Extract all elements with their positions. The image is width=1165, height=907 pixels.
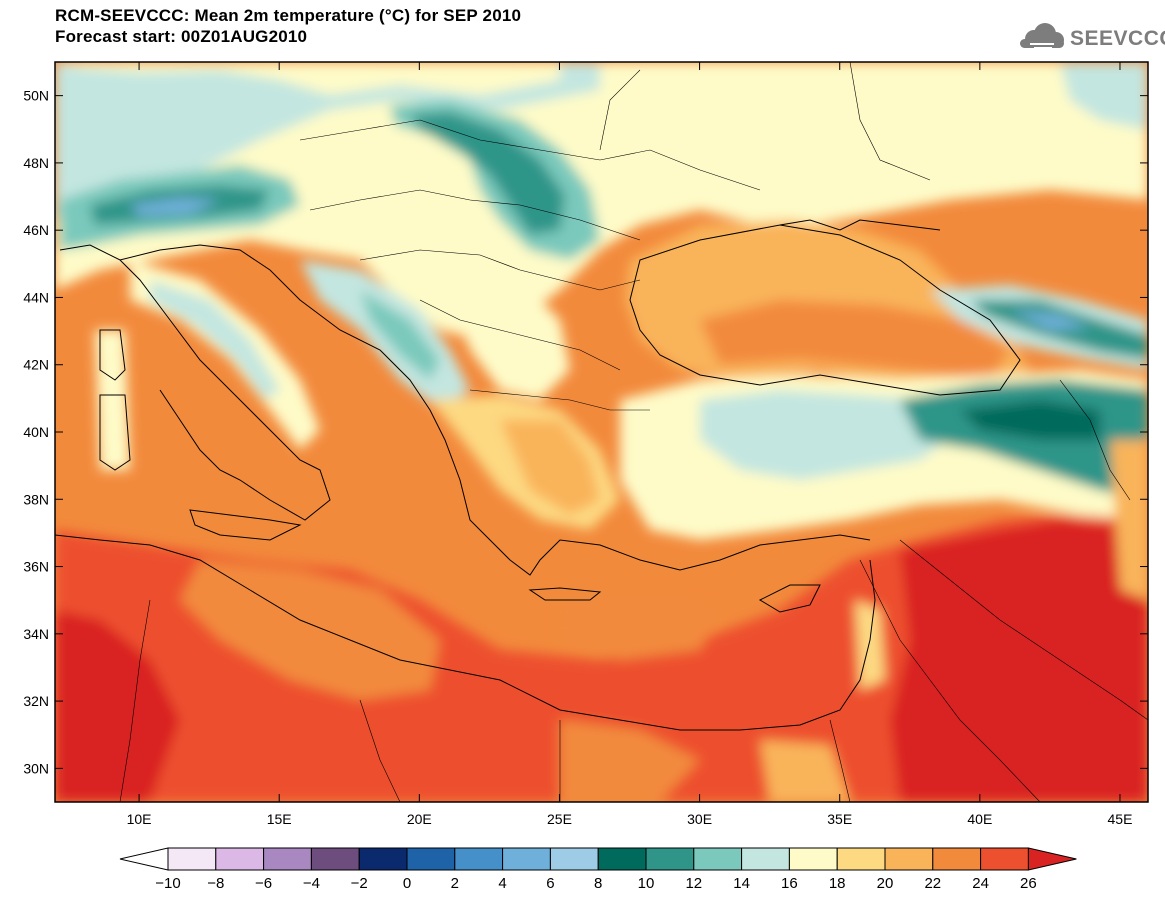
colorbar-label: 6 xyxy=(546,875,554,892)
lon-tick-label: 45E xyxy=(1108,811,1133,827)
colorbar-swatch xyxy=(836,847,886,871)
lon-tick-label: 10E xyxy=(127,811,152,827)
colorbar-label: −2 xyxy=(351,875,368,892)
lat-tick-label: 44N xyxy=(23,289,49,305)
colorbar-label: 4 xyxy=(498,875,506,892)
colorbar: −10 −8 −6 −4 −2 0 2 4 6 8 10 12 14 16 18 20 22 24 26 xyxy=(119,847,1077,892)
colorbar-swatch xyxy=(310,847,360,871)
colorbar-label: 8 xyxy=(594,875,602,892)
lat-tick-label: 30N xyxy=(23,760,49,776)
lon-tick-label: 15E xyxy=(267,811,292,827)
colorbar-label: 2 xyxy=(451,875,459,892)
axis-labels: 10E 15E 20E 25E 30E 35E 40E 45E 30N 32N 34N 36N 38N 4… xyxy=(23,88,1132,827)
lat-tick-label: 46N xyxy=(23,222,49,238)
colorbar-label: 0 xyxy=(403,875,411,892)
lat-tick-label: 50N xyxy=(23,88,49,104)
colorbar-label: 26 xyxy=(1020,875,1037,892)
lon-tick-label: 30E xyxy=(687,811,712,827)
lat-tick-label: 36N xyxy=(23,559,49,575)
colorbar-swatch xyxy=(932,847,982,871)
seevccc-logo: SEEVCCC xyxy=(1016,22,1165,56)
lat-tick-label: 42N xyxy=(23,357,49,373)
colorbar-label: 24 xyxy=(972,875,989,892)
colorbar-label: −10 xyxy=(155,875,180,892)
colorbar-swatch xyxy=(741,847,790,871)
colorbar-label: −4 xyxy=(303,875,320,892)
colorbar-label: 18 xyxy=(829,875,846,892)
axis-ticks xyxy=(55,62,1148,802)
colorbar-swatch xyxy=(788,847,838,871)
colorbar-label: 16 xyxy=(781,875,798,892)
colorbar-swatch xyxy=(215,847,265,871)
cloud-icon xyxy=(1020,23,1064,49)
colorbar-under-arrow xyxy=(119,847,169,871)
lat-tick-label: 32N xyxy=(23,693,49,709)
forecast-start-label: Forecast start: 00Z01AUG2010 xyxy=(55,27,308,46)
lat-tick-label: 34N xyxy=(23,626,49,642)
colorbar-label: −6 xyxy=(255,875,272,892)
colorbar-label: 22 xyxy=(924,875,941,892)
colorbar-swatch xyxy=(358,847,408,871)
lon-tick-label: 20E xyxy=(407,811,432,827)
colorbar-swatch xyxy=(693,847,743,871)
coastlines xyxy=(55,219,1021,731)
colorbar-swatch xyxy=(980,847,1029,871)
country-borders xyxy=(119,62,1148,802)
temperature-field xyxy=(55,62,1148,802)
lat-tick-label: 38N xyxy=(23,491,49,507)
lon-tick-label: 35E xyxy=(827,811,852,827)
colorbar-swatch xyxy=(502,847,551,871)
colorbar-swatch xyxy=(406,847,456,871)
colorbar-label: −8 xyxy=(207,875,224,892)
colorbar-swatch xyxy=(454,847,504,871)
colorbar-swatch xyxy=(884,847,934,871)
map-title: RCM-SEEVCCC: Mean 2m temperature (°C) fo… xyxy=(55,6,522,25)
colorbar-swatch xyxy=(597,847,647,871)
colorbar-swatch xyxy=(645,847,695,871)
colorbar-swatch xyxy=(549,847,599,871)
colorbar-label: 14 xyxy=(733,875,750,892)
colorbar-label: 20 xyxy=(877,875,894,892)
colorbar-swatch xyxy=(263,847,312,871)
lon-tick-label: 40E xyxy=(967,811,992,827)
colorbar-label: 12 xyxy=(685,875,702,892)
colorbar-swatch xyxy=(167,847,217,871)
lat-tick-label: 48N xyxy=(23,155,49,171)
lat-tick-label: 40N xyxy=(23,424,49,440)
colorbar-label: 10 xyxy=(638,875,655,892)
colorbar-over-arrow xyxy=(1027,847,1077,871)
logo-text: SEEVCCC xyxy=(1070,27,1165,50)
lon-tick-label: 25E xyxy=(547,811,572,827)
